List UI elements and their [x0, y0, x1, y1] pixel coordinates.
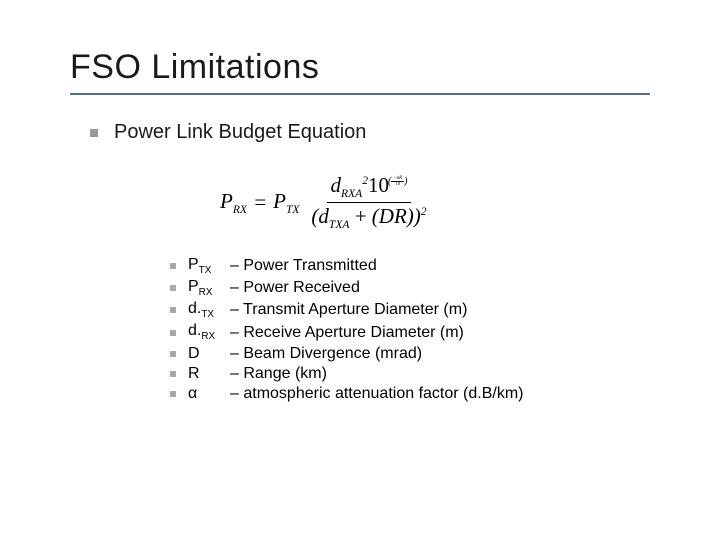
eq-exp-r: R	[399, 176, 402, 181]
definition-row: PRX – Power Received	[170, 278, 650, 298]
eq-exp-frac: −αR10	[391, 176, 404, 188]
eq-den-open: (	[372, 204, 379, 228]
eq-rhs-ptx: PTX	[273, 189, 299, 216]
definition-description: – Power Received	[230, 279, 360, 297]
eq-exp-wrap: (−αR10)	[388, 176, 407, 188]
eq-num-d: d	[331, 173, 342, 197]
definition-row: d.RX – Receive Aperture Diameter (m)	[170, 322, 650, 342]
eq-frac-den: (dTXA + (DR))2	[307, 203, 430, 233]
definition-symbol: d.RX	[188, 322, 218, 342]
eq-exp-den: 10	[393, 182, 402, 188]
eq-den-d: d	[318, 204, 329, 228]
definition-description: – Receive Aperture Diameter (m)	[230, 324, 464, 342]
definition-symbol: α	[188, 385, 218, 403]
definition-row: PTX – Power Transmitted	[170, 256, 650, 276]
eq-den-dsub: TXA	[329, 220, 350, 232]
square-bullet-icon	[170, 307, 176, 313]
definition-description: – Power Transmitted	[230, 257, 377, 275]
square-bullet-icon	[90, 129, 98, 137]
eq-lhs: PRX	[220, 189, 247, 216]
eq-num-dsub: RXA	[341, 188, 362, 200]
eq-equals: =	[253, 190, 267, 215]
eq-den-dr: DR	[379, 204, 407, 228]
eq-lhs-var: P	[220, 189, 233, 213]
equation-block: PRX = PTX dRXA210(−αR10) (dTXA + (DR))2	[220, 172, 650, 234]
slide-container: FSO Limitations Power Link Budget Equati…	[0, 0, 720, 540]
definition-row: d.TX – Transmit Aperture Diameter (m)	[170, 300, 650, 320]
eq-den-close: )	[407, 204, 414, 228]
eq-den-sup: 2	[421, 206, 427, 218]
definition-description: – Beam Divergence (mrad)	[230, 345, 422, 363]
definition-row: R – Range (km)	[170, 365, 650, 383]
definition-description: – atmospheric attenuation factor (d.B/km…	[230, 385, 523, 403]
definition-symbol: PTX	[188, 256, 218, 276]
eq-lhs-sub: RX	[233, 205, 247, 217]
definition-row: D – Beam Divergence (mrad)	[170, 345, 650, 363]
definition-row: α – atmospheric attenuation factor (d.B/k…	[170, 385, 650, 403]
square-bullet-icon	[170, 371, 176, 377]
eq-fraction: dRXA210(−αR10) (dTXA + (DR))2	[307, 172, 430, 234]
eq-frac-num: dRXA210(−αR10)	[327, 172, 412, 203]
eq-num-ten: 10	[368, 173, 389, 197]
definition-symbol: d.TX	[188, 300, 218, 320]
definitions-list: PTX – Power Transmitted PRX – Power Receive…	[170, 256, 650, 403]
definition-description: – Range (km)	[230, 365, 327, 383]
definition-symbol: D	[188, 345, 218, 363]
definition-symbol: PRX	[188, 278, 218, 298]
heading-row: Power Link Budget Equation	[90, 121, 650, 144]
square-bullet-icon	[170, 391, 176, 397]
heading-text: Power Link Budget Equation	[114, 121, 366, 144]
square-bullet-icon	[170, 263, 176, 269]
eq-rhs-sub: TX	[286, 205, 299, 217]
square-bullet-icon	[170, 330, 176, 336]
definition-description: – Transmit Aperture Diameter (m)	[230, 301, 467, 319]
eq-den-plus: +	[355, 204, 367, 228]
definition-symbol: R	[188, 365, 218, 383]
square-bullet-icon	[170, 351, 176, 357]
eq-rhs-var: P	[273, 189, 286, 213]
square-bullet-icon	[170, 285, 176, 291]
slide-title: FSO Limitations	[70, 48, 650, 95]
